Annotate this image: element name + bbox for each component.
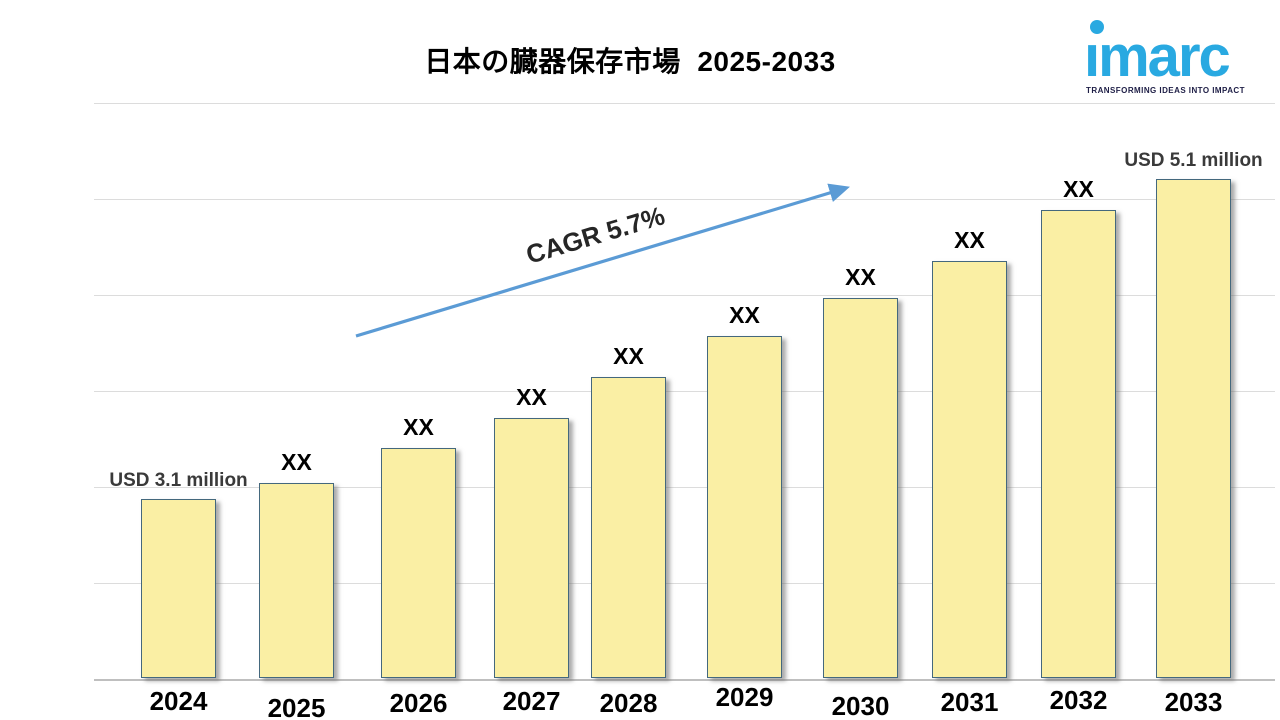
- x-axis-label-2031: 2031: [940, 687, 999, 717]
- bar-2026: [381, 448, 456, 678]
- bar-2032: [1041, 210, 1116, 678]
- bar-2029: [707, 336, 782, 678]
- x-axis-label-2028: 2028: [599, 688, 658, 718]
- bar-2030: [823, 298, 898, 678]
- x-axis-label-2030: 2030: [831, 691, 890, 720]
- bar-value-label-2033: USD 5.1 million: [1124, 150, 1263, 171]
- gridline: [94, 583, 1275, 584]
- plot-area: USD 3.1 million 2024 XX 2025 XX 2026 XX 2027 XX 2…: [94, 103, 1275, 720]
- bar-value-label-2030: XX: [845, 264, 876, 290]
- bar-value-label-2028: XX: [613, 343, 644, 369]
- gridline: [94, 487, 1275, 488]
- bar-value-label-2024: USD 3.1 million: [109, 470, 248, 491]
- bar-2025: [259, 483, 334, 678]
- bar-2027: [494, 418, 569, 678]
- x-axis-label-2024: 2024: [149, 686, 208, 716]
- x-axis-label-2033: 2033: [1164, 687, 1223, 717]
- bar-2031: [932, 261, 1007, 678]
- bar-value-label-2029: XX: [729, 302, 760, 328]
- imarc-logo: ımarc TRANSFORMING IDEAS INTO IMPACT: [1084, 14, 1264, 98]
- bar-2033: [1156, 179, 1231, 678]
- bar-value-label-2032: XX: [1063, 176, 1094, 202]
- logo-tagline: TRANSFORMING IDEAS INTO IMPACT: [1086, 86, 1245, 95]
- bar-value-label-2027: XX: [516, 384, 547, 410]
- x-axis-label-2029: 2029: [715, 682, 774, 712]
- bar-2024: [141, 499, 216, 678]
- x-axis-label-2027: 2027: [502, 686, 561, 716]
- bar-value-label-2031: XX: [954, 227, 985, 253]
- logo-dot-icon: [1090, 20, 1104, 34]
- x-axis-line: [94, 679, 1275, 681]
- x-axis-label-2026: 2026: [389, 688, 448, 718]
- gridline: [94, 103, 1275, 104]
- bar-value-label-2025: XX: [281, 449, 312, 475]
- gridline: [94, 391, 1275, 392]
- logo-wordmark: ımarc: [1084, 24, 1231, 89]
- bar-value-label-2026: XX: [403, 414, 434, 440]
- bar-2028: [591, 377, 666, 678]
- x-axis-label-2032: 2032: [1049, 685, 1108, 715]
- chart-title: 日本の臓器保存市場 2025-2033: [424, 46, 836, 77]
- x-axis-label-2025: 2025: [267, 693, 326, 720]
